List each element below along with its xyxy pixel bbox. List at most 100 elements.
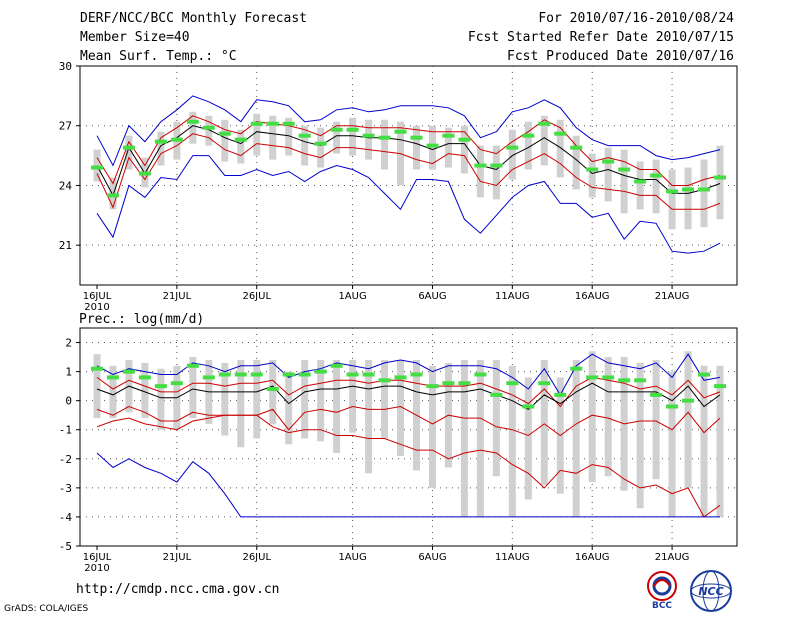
prec-range-bar (157, 368, 165, 430)
prec-median-bar (538, 381, 551, 386)
prec-range-bar (397, 359, 405, 456)
temp-range-bar (412, 125, 420, 170)
temp-median-bar (538, 121, 551, 126)
temp-range-bar (205, 115, 213, 146)
temp-range-bar (460, 125, 468, 174)
prec-median-bar (330, 363, 343, 368)
temp-range-bar (444, 127, 452, 168)
prec-median-bar (346, 372, 359, 377)
temp-range-bar (524, 121, 532, 170)
temp-median-bar (474, 163, 487, 168)
precip-label: Prec.: log(mm/d) (79, 312, 204, 327)
temp-xtick-label: 16AUG (575, 291, 610, 302)
prec-xtick-label: 11AUG (495, 552, 530, 563)
prec-range-bar (349, 359, 357, 433)
prec-median-bar (170, 381, 183, 386)
prec-median-bar (378, 378, 391, 383)
prec-median-bar (218, 372, 231, 377)
prec-range-bar (668, 371, 676, 517)
prec-median-bar (426, 384, 439, 389)
temp-range-bar (157, 131, 165, 166)
prec-median-bar (554, 392, 567, 397)
prec-range-bar (237, 359, 245, 448)
temp-median-bar (410, 135, 423, 140)
prec-ytick-label: -2 (59, 453, 72, 466)
temp-range-bar (333, 121, 341, 154)
temp-range-bar (652, 159, 660, 214)
temp-median-bar (266, 121, 279, 126)
temp-median-bar (362, 133, 375, 138)
prec-range-bar (700, 365, 708, 517)
prec-xtick-label: 21AUG (655, 552, 690, 563)
prec-median-bar (91, 366, 103, 371)
prec-upper-std-line (96, 376, 721, 408)
temp-range-bar (237, 129, 245, 164)
temp-range-bar (508, 129, 516, 180)
temp-range-bar (556, 119, 564, 178)
temp-ytick-label: 27 (59, 120, 72, 133)
prec-median-bar (442, 381, 455, 386)
prec-range-bar (572, 359, 580, 517)
prec-range-bar (333, 359, 341, 453)
prec-median-bar (490, 392, 503, 397)
temp-median-bar (154, 139, 167, 144)
prec-range-bar (428, 365, 436, 488)
forecast-started: Fcst Started Refer Date 2010/07/15 (467, 30, 734, 45)
ncc-logo-text: NCC (698, 585, 723, 598)
temp-range-bar (381, 119, 389, 170)
chart-title: DERF/NCC/BCC Monthly Forecast (80, 11, 307, 26)
ncc-logo: NCC (690, 570, 732, 612)
prec-lower-std-line (96, 405, 721, 437)
prec-range-bar (604, 357, 612, 477)
temp-range-bar (285, 117, 293, 156)
prec-ytick-label: 1 (65, 366, 72, 379)
prec-median-bar (570, 366, 583, 371)
temp-range-bar (317, 127, 325, 168)
temp-range-bar (125, 135, 133, 170)
temp-year-label: 2010 (84, 302, 109, 313)
prec-xtick-label: 16AUG (575, 552, 610, 563)
temp-median-bar (506, 145, 519, 150)
member-size: Member Size=40 (80, 30, 190, 45)
prec-range-bar (636, 362, 644, 509)
prec-ytick-label: -1 (59, 424, 72, 437)
header-left: DERF/NCC/BCC Monthly Forecast Member Size… (80, 9, 307, 66)
prec-median-bar (506, 381, 519, 386)
temp-xtick-label: 6AUG (418, 291, 446, 302)
temp-median-bar (234, 137, 247, 142)
temp-median-bar (602, 159, 615, 164)
temp-median-bar (458, 137, 471, 142)
temp-range-bar (349, 117, 357, 156)
temp-range-bar (604, 147, 612, 202)
prec-range-bar (189, 357, 197, 419)
temp-median-bar (586, 167, 599, 172)
temp-median-bar (186, 119, 199, 124)
prec-median-bar (650, 392, 663, 397)
temp-lower-std-line (96, 133, 721, 210)
prec-range-bar (716, 365, 724, 517)
temp-max-line (96, 95, 721, 167)
temp-ytick-label: 30 (59, 60, 72, 73)
prec-range-bar (253, 359, 261, 439)
prec-median-bar (714, 384, 726, 389)
temp-median-bar (618, 167, 631, 172)
prec-median-bar (138, 375, 151, 380)
temp-median-bar (202, 125, 215, 130)
footer-url[interactable]: http://cmdp.ncc.cma.gov.cn (76, 582, 280, 597)
prec-xtick-label: 16JUL (83, 552, 112, 563)
temp-median-bar (554, 131, 567, 136)
prec-range-bar (301, 359, 309, 439)
temp-range-bar (700, 159, 708, 228)
prec-median-bar (298, 372, 311, 377)
prec-median-bar (410, 372, 423, 377)
precipitation-panel: -5 -4 -3 -2 -1 0 1 2 16JUL 21JUL 26JUL 1AUG 6AUG 11AU… (59, 327, 738, 574)
temp-ytick-label: 24 (59, 179, 73, 192)
temp-xtick-label: 16JUL (83, 291, 112, 302)
temp-range-bar (253, 113, 261, 156)
temp-median-bar (650, 173, 663, 178)
temp-median-bar (282, 121, 295, 126)
prec-range-bar (365, 359, 373, 474)
bcc-logo-text: BCC (652, 601, 672, 610)
temp-median-bar (394, 129, 407, 134)
